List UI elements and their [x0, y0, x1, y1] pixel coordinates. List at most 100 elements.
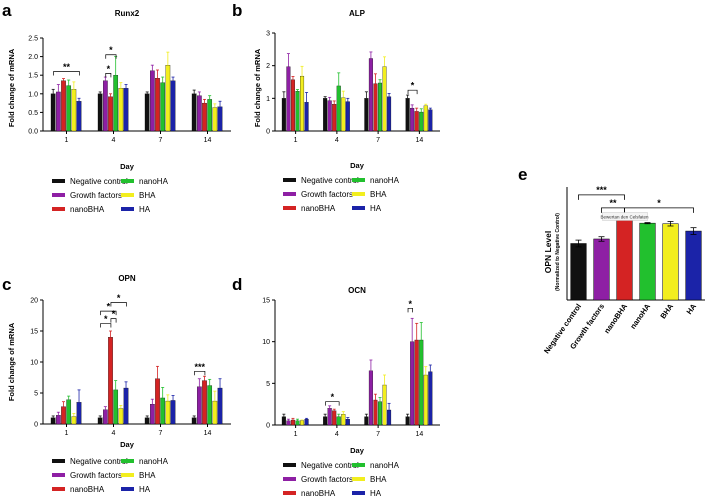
panel-label-b: b: [232, 1, 242, 20]
y-tick-label: 5: [266, 381, 270, 388]
legend-swatch-bha: [352, 477, 365, 481]
bar-a-negative-control-day14: [191, 93, 197, 132]
bar-b-bha-day1: [300, 75, 305, 132]
bar-b-nanoha-day1: [295, 90, 300, 132]
bar-d-nanoha-day7: [377, 401, 383, 426]
significance-bracket: [325, 401, 340, 406]
significance-label: ***: [596, 185, 607, 195]
legend-swatch-nanoha: [352, 463, 365, 467]
legend-swatch-negative-control: [52, 179, 65, 183]
legend-c: Negative control nanoHA Growth factors BHA n…: [52, 457, 169, 494]
panel-label-c: c: [2, 275, 11, 294]
y-tick-label: 1: [266, 96, 270, 103]
legend-label: HA: [370, 204, 382, 213]
significance-bracket: [105, 72, 112, 78]
y-tick-label: 0: [266, 129, 270, 136]
panel-c-opn: c OPN Fold change of mRNA Day: [2, 274, 136, 449]
x-tick-label: 1: [65, 137, 69, 144]
bar-c-bha-day7: [165, 400, 171, 425]
bar-d-nanobha-day4: [332, 410, 337, 426]
x-tick-label: 4: [335, 431, 339, 438]
x-axis-label-b: Day: [350, 161, 365, 170]
bar-a-nanobha-day1: [61, 80, 66, 132]
legend-label: nanoBHA: [301, 489, 336, 498]
panel-d-ocn: d OCN Day: [232, 275, 366, 455]
bar-c-ha-day7: [170, 400, 176, 425]
significance-label: *: [657, 198, 661, 208]
y-tick-label: 10: [262, 339, 270, 346]
bar-b-negative-control-day7: [364, 98, 369, 132]
y-tick-label: 15: [30, 329, 38, 336]
x-axis-label-d: Day: [350, 446, 365, 455]
y-tick-label: 0: [34, 422, 38, 429]
significance-bracket: [53, 71, 80, 76]
panel-label-e: e: [518, 165, 527, 184]
bar-a-nanoha-day4: [113, 75, 119, 132]
legend-swatch-nanoha: [121, 459, 134, 463]
bar-a-ha-day14: [217, 106, 223, 132]
bar-c-growth-factors-day7: [150, 404, 155, 425]
legend-label: nanoBHA: [301, 204, 336, 213]
legend-swatch-nanobha: [52, 487, 65, 491]
bar-d-bha-day7: [382, 384, 387, 426]
chart-title-a: Runx2: [115, 9, 140, 18]
bar-d-ha-day14: [428, 371, 433, 426]
panel-b-alp: b ALP Fold change of mRNA Day: [232, 1, 366, 170]
bar-d-nanobha-day1: [290, 419, 295, 426]
bar-a-nanobha-day14: [202, 102, 207, 132]
bar-e-growth-factors: [593, 238, 610, 301]
bar-c-bha-day1: [71, 416, 77, 425]
bar-d-nanoha-day1: [295, 420, 300, 426]
x-tick-label: 7: [159, 137, 163, 144]
bar-b-ha-day1: [304, 102, 309, 132]
legend-label: BHA: [370, 190, 387, 199]
bar-c-ha-day1: [76, 402, 82, 425]
chart-title-b: ALP: [349, 9, 366, 18]
legend-label: Negative control: [70, 177, 128, 186]
panel-label-a: a: [2, 1, 12, 20]
significance-label: **: [63, 62, 71, 72]
x-tick-label: 14: [415, 137, 423, 144]
x-tick-label: 1: [294, 137, 298, 144]
y-tick-label: 1.0: [28, 91, 38, 98]
bar-d-growth-factors-day14: [410, 341, 415, 426]
legend-swatch-negative-control: [52, 459, 65, 463]
bar-a-ha-day1: [76, 101, 82, 132]
x-axis-label-a: Day: [120, 162, 135, 171]
x-tick-label-e: nanoHA: [628, 302, 652, 331]
bar-a-negative-control-day1: [50, 93, 56, 132]
legend-label: nanoBHA: [70, 205, 105, 214]
y-tick-label: 10: [30, 360, 38, 367]
bar-d-nanobha-day14: [414, 339, 419, 426]
bar-a-negative-control-day7: [144, 93, 150, 132]
significance-label: ***: [194, 362, 205, 372]
bar-a-nanobha-day7: [155, 78, 160, 132]
bar-b-bha-day14: [423, 105, 428, 132]
x-tick-label: 14: [204, 137, 212, 144]
panel-label-d: d: [232, 275, 242, 294]
legend-label: nanoHA: [139, 457, 169, 466]
bar-c-growth-factors-day4: [103, 409, 108, 425]
bar-b-ha-day14: [428, 109, 433, 132]
bar-c-nanobha-day1: [61, 406, 66, 425]
legend-label: nanoHA: [370, 176, 400, 185]
legend-swatch-bha: [121, 193, 134, 197]
legend-swatch-growth-factors: [283, 192, 296, 196]
x-tick-label: 14: [415, 431, 423, 438]
y-tick-label: 0: [266, 423, 270, 430]
legend-swatch-bha: [352, 192, 365, 196]
legend-label: nanoBHA: [70, 485, 105, 494]
significance-label: **: [609, 198, 617, 208]
significance-bracket: [100, 310, 117, 316]
significance-label: *: [411, 81, 415, 91]
bar-c-bha-day4: [118, 408, 124, 425]
bar-a-growth-factors-day4: [103, 80, 108, 132]
x-tick-label: 7: [159, 430, 163, 437]
bar-e-ha: [685, 230, 702, 301]
x-tick-label-e: nanoBHA: [602, 302, 629, 336]
significance-label: *: [409, 299, 413, 309]
legend-label: Growth factors: [70, 191, 122, 200]
bar-d-growth-factors-day4: [327, 408, 332, 426]
